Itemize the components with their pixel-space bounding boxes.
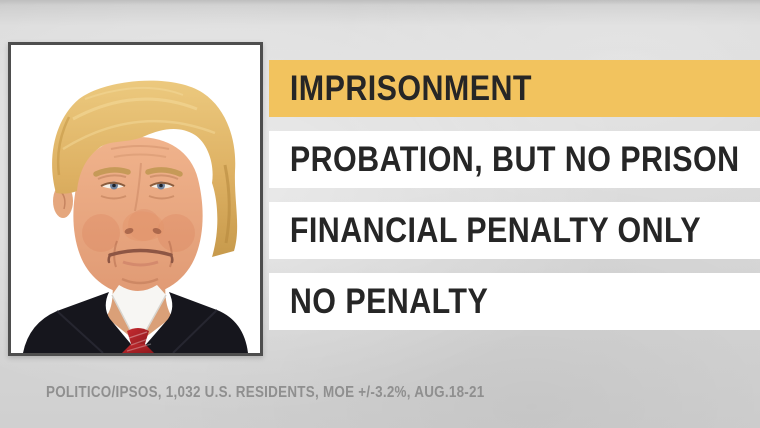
option-row-0: IMPRISONMENT <box>269 60 760 117</box>
option-label: NO PENALTY <box>289 282 489 321</box>
trump-photo <box>23 80 248 353</box>
trump-photo-frame <box>8 42 263 356</box>
option-label: FINANCIAL PENALTY ONLY <box>289 211 701 250</box>
option-row-1: PROBATION, BUT NO PRISON <box>269 131 760 188</box>
option-row-3: NO PENALTY <box>269 273 760 330</box>
option-label: IMPRISONMENT <box>289 69 532 108</box>
source-attribution: POLITICO/IPSOS, 1,032 U.S. RESIDENTS, MO… <box>46 384 485 401</box>
option-row-2: FINANCIAL PENALTY ONLY <box>269 202 760 259</box>
option-label: PROBATION, BUT NO PRISON <box>289 140 740 179</box>
